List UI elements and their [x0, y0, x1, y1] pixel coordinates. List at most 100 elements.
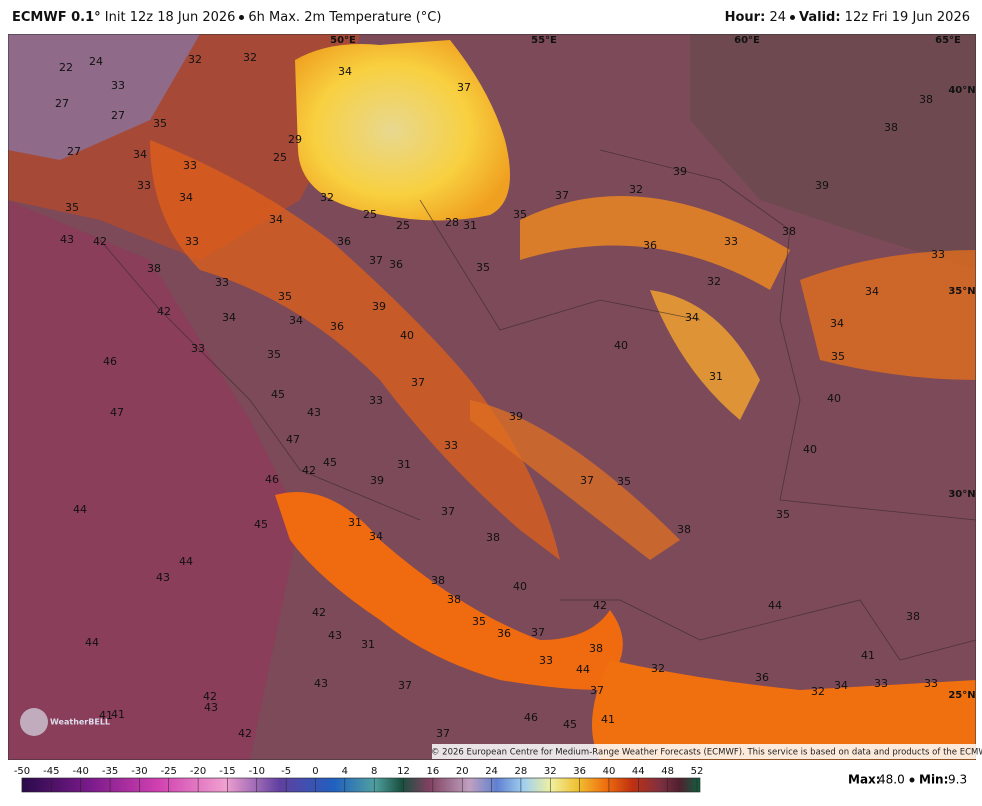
temperature-label: 27: [67, 145, 81, 158]
temperature-label: 35: [513, 208, 527, 221]
title: 6h Max. 2m Temperature (°C): [248, 10, 442, 25]
temperature-label: 25: [396, 219, 410, 232]
grid-label: 25°N: [948, 690, 975, 701]
temperature-label: 28: [445, 216, 459, 229]
temperature-label: 35: [776, 508, 790, 521]
temperature-label: 33: [931, 248, 945, 261]
temperature-label: 41: [861, 649, 875, 662]
temperature-label: 29: [288, 133, 302, 146]
credit-band: [432, 744, 976, 759]
temperature-label: 38: [447, 593, 461, 606]
colorbar-tick-label: 16: [427, 766, 440, 777]
colorbar-tick-label: -5: [281, 766, 291, 777]
logo-icon: [20, 708, 48, 736]
colorbar-tick-label: 40: [603, 766, 616, 777]
temperature-label: 37: [531, 626, 545, 639]
temperature-label: 36: [337, 235, 351, 248]
temperature-label: 45: [563, 718, 577, 731]
temperature-label: 42: [203, 690, 217, 703]
temperature-label: 32: [707, 275, 721, 288]
temperature-label: 39: [509, 410, 523, 423]
temperature-label: 34: [222, 311, 236, 324]
temperature-label: 34: [289, 314, 303, 327]
min-label: Min:: [919, 773, 948, 787]
temperature-label: 40: [614, 339, 628, 352]
temperature-label: 35: [267, 348, 281, 361]
colorbar-tick-label: 36: [573, 766, 586, 777]
grid-label: 40°N: [948, 85, 975, 96]
temperature-label: 43: [156, 571, 170, 584]
temperature-label: 31: [361, 638, 375, 651]
temperature-label: 39: [372, 300, 386, 313]
colorbar-tick-label: 20: [456, 766, 469, 777]
logo: WeatherBELL: [50, 718, 110, 727]
temperature-label: 44: [85, 636, 99, 649]
temperature-label: 33: [539, 654, 553, 667]
temperature-label: 45: [323, 456, 337, 469]
colorbar-tick-label: 8: [371, 766, 377, 777]
temperature-label: 34: [834, 679, 848, 692]
temperature-label: 47: [286, 433, 300, 446]
grid-label: 65°E: [935, 35, 961, 46]
temperature-label: 33: [444, 439, 458, 452]
init: Init 12z 18 Jun 2026: [104, 10, 236, 25]
temperature-label: 41: [111, 708, 125, 721]
temperature-label: 31: [348, 516, 362, 529]
separator: [239, 15, 245, 20]
colorbar-tick-label: -35: [102, 766, 118, 777]
temperature-label: 35: [476, 261, 490, 274]
temperature-label: 37: [590, 684, 604, 697]
temperature-label: 31: [463, 219, 477, 232]
temperature-label: 43: [328, 629, 342, 642]
temperature-label: 32: [320, 191, 334, 204]
temperature-label: 41: [99, 709, 113, 722]
temperature-label: 33: [874, 677, 888, 690]
colorbar-tick-label: 4: [342, 766, 348, 777]
temperature-label: 37: [369, 254, 383, 267]
temperature-label: 32: [629, 183, 643, 196]
temperature-label: 32: [811, 685, 825, 698]
colorbar-tick-label: 32: [544, 766, 557, 777]
temperature-label: 46: [524, 711, 538, 724]
temperature-label: 40: [400, 329, 414, 342]
colorbar-tick-label: 0: [312, 766, 318, 777]
valid: 12z Fri 19 Jun 2026: [844, 10, 970, 25]
temperature-label: 43: [314, 677, 328, 690]
colorbar-tick-label: -15: [219, 766, 235, 777]
temperature-label: 37: [398, 679, 412, 692]
max: 48.0: [878, 773, 905, 787]
temperature-label: 47: [110, 406, 124, 419]
temperature-label: 40: [513, 580, 527, 593]
colorbar: [21, 777, 701, 793]
temperature-label: 42: [93, 235, 107, 248]
temperature-label: 41: [601, 713, 615, 726]
temperature-label: 33: [924, 677, 938, 690]
max-label: Max:: [848, 773, 881, 787]
grid-label: 30°N: [948, 489, 975, 500]
temperature-label: 36: [497, 627, 511, 640]
temperature-label: 45: [271, 388, 285, 401]
temperature-label: 40: [803, 443, 817, 456]
colorbar-tick-label: 28: [515, 766, 528, 777]
grid-label: 35°N: [948, 286, 975, 297]
header-right: Hour: 24 Valid: 12z Fri 19 Jun 2026: [725, 10, 970, 25]
separator: [789, 15, 795, 20]
temperature-label: 46: [103, 355, 117, 368]
colorbar-tick-label: 12: [397, 766, 410, 777]
temperature-label: 36: [643, 239, 657, 252]
temperature-label: 37: [411, 376, 425, 389]
colorbar-tick-label: -40: [73, 766, 89, 777]
temperature-label: 32: [651, 662, 665, 675]
temperature-label: 34: [865, 285, 879, 298]
temperature-label: 31: [397, 458, 411, 471]
temperature-label: 42: [238, 727, 252, 740]
grid-label: 50°E: [330, 35, 356, 46]
temperature-label: 33: [185, 235, 199, 248]
temperature-label: 40: [827, 392, 841, 405]
temperature-label: 44: [179, 555, 193, 568]
temperature-label: 34: [685, 311, 699, 324]
hour-label: Hour:: [724, 10, 766, 25]
temperature-label: 35: [153, 117, 167, 130]
temperature-label: 25: [273, 151, 287, 164]
min: 9.3: [948, 773, 967, 787]
